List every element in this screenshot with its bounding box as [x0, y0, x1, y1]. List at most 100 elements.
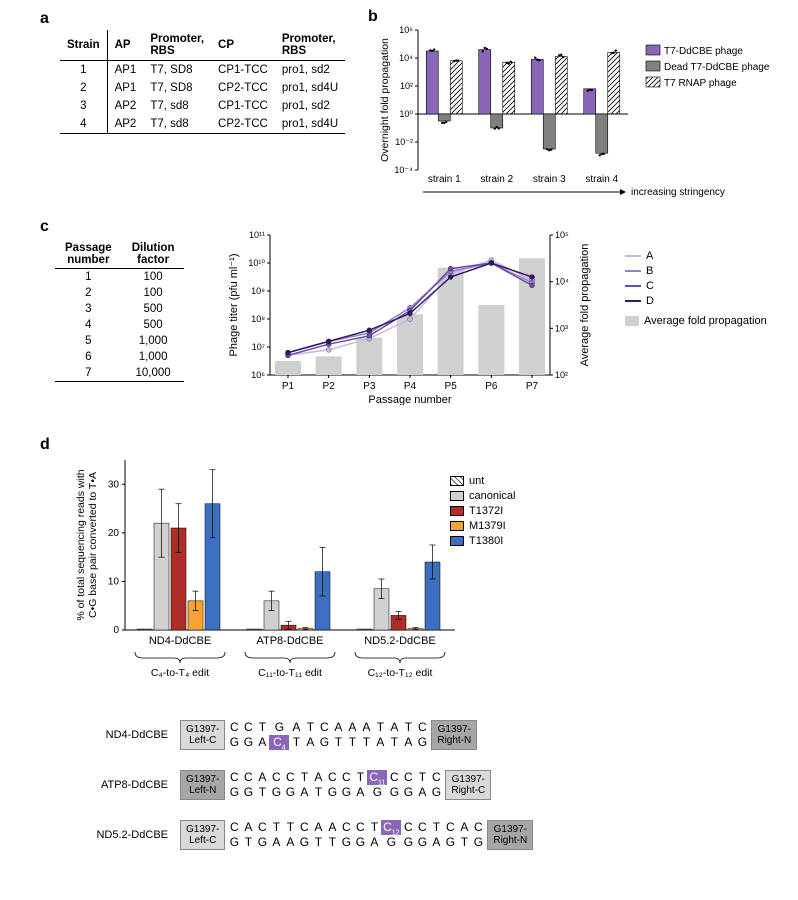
- legend-item: C: [625, 280, 767, 292]
- panel-c-table: PassagenumberDilutionfactor1100210035004…: [55, 240, 184, 382]
- panel-a-header: AP: [107, 30, 143, 61]
- sequence-letters: CCTGATCAAATATCGGAC4TAGTTTATAG: [227, 720, 429, 750]
- svg-text:C•G base pair converted to T•A: C•G base pair converted to T•A: [87, 472, 99, 618]
- panel-d-chart: 0102030% of total sequencing reads withC…: [70, 450, 490, 685]
- svg-text:Dead T7-DdCBE phage: Dead T7-DdCBE phage: [664, 62, 770, 73]
- legend-item: B: [625, 265, 767, 277]
- svg-text:10³: 10³: [555, 323, 568, 333]
- legend-item: M1379I: [450, 520, 515, 532]
- panel-c-cell: 1,000: [122, 349, 185, 365]
- panel-a-cell: pro1, sd2: [275, 61, 345, 80]
- sequence-name: ATP8-DdCBE: [80, 779, 180, 791]
- panel-a-cell: pro1, sd4U: [275, 79, 345, 97]
- tale-right: G1397-Right-C: [445, 770, 491, 800]
- panel-d-legend: untcanonicalT1372IM1379IT1380I: [450, 475, 515, 550]
- panel-a-cell: pro1, sd4U: [275, 115, 345, 134]
- svg-text:P1: P1: [282, 381, 295, 392]
- panel-a-header: Promoter,RBS: [275, 30, 345, 61]
- svg-text:10⁶: 10⁶: [399, 25, 413, 35]
- panel-label-b: b: [368, 8, 378, 26]
- svg-text:0: 0: [113, 625, 119, 636]
- sequence-row: ATP8-DdCBEG1397-Left-NCCACCTACCTC11CCTCG…: [80, 770, 491, 800]
- svg-text:10⁰: 10⁰: [399, 109, 413, 119]
- sequence-name: ND4-DdCBE: [80, 729, 180, 741]
- svg-text:P3: P3: [363, 381, 376, 392]
- panel-a-cell: AP1: [107, 79, 143, 97]
- svg-text:increasing stringency: increasing stringency: [631, 187, 725, 198]
- panel-c-header: Dilutionfactor: [122, 240, 185, 269]
- svg-text:% of total sequencing reads wi: % of total sequencing reads with: [75, 469, 87, 620]
- svg-text:C₁₂-to-T₁₂ edit: C₁₂-to-T₁₂ edit: [368, 667, 433, 679]
- legend-item: canonical: [450, 490, 515, 502]
- panel-label-d: d: [40, 436, 50, 454]
- svg-text:T7 RNAP phage: T7 RNAP phage: [664, 78, 737, 89]
- sequence-letters: CCACCTACCTC11CCTCGGTGGATGGAGGGAG: [227, 770, 443, 800]
- sequence-letters: CACTTCAACCTC12CCTCACGTGAAGTTGGAGGGAGTG: [227, 820, 485, 850]
- svg-text:20: 20: [108, 528, 120, 539]
- legend-item: D: [625, 295, 767, 307]
- panel-a-cell: T7, SD8: [143, 79, 211, 97]
- svg-text:10⁵: 10⁵: [555, 230, 569, 240]
- panel-c-cell: 3: [55, 301, 122, 317]
- tale-left: G1397-Left-C: [180, 720, 225, 750]
- legend-item: Average fold propagation: [625, 315, 767, 327]
- panel-a-cell: CP1-TCC: [211, 61, 275, 80]
- svg-text:30: 30: [108, 479, 120, 490]
- svg-text:10²: 10²: [555, 370, 568, 380]
- svg-text:P7: P7: [526, 381, 539, 392]
- panel-a-cell: AP2: [107, 97, 143, 115]
- svg-text:Phage titer (pfu ml⁻¹): Phage titer (pfu ml⁻¹): [228, 253, 240, 356]
- panel-label-c: c: [40, 218, 49, 236]
- panel-c-cell: 5: [55, 333, 122, 349]
- panel-a-cell: AP1: [107, 61, 143, 80]
- panel-c-cell: 500: [122, 317, 185, 333]
- panel-a-cell: 3: [60, 97, 107, 115]
- panel-a-cell: CP1-TCC: [211, 97, 275, 115]
- panel-label-a: a: [40, 10, 49, 28]
- panel-a-cell: 2: [60, 79, 107, 97]
- panel-a-cell: CP2-TCC: [211, 79, 275, 97]
- svg-text:ATP8-DdCBE: ATP8-DdCBE: [256, 635, 323, 647]
- svg-text:10⁷: 10⁷: [252, 342, 265, 352]
- svg-text:C₁₁-to-T₁₁ edit: C₁₁-to-T₁₁ edit: [258, 667, 322, 679]
- svg-text:10⁴: 10⁴: [555, 277, 569, 287]
- panel-c-cell: 1: [55, 269, 122, 286]
- panel-a-header: Promoter,RBS: [143, 30, 211, 61]
- panel-c-cell: 500: [122, 301, 185, 317]
- sequence-name: ND5.2-DdCBE: [80, 829, 180, 841]
- svg-text:P4: P4: [404, 381, 417, 392]
- svg-text:10⁹: 10⁹: [251, 286, 265, 296]
- panel-c-header: Passagenumber: [55, 240, 122, 269]
- svg-text:Passage number: Passage number: [368, 394, 451, 405]
- tale-right: G1397-Right-N: [487, 820, 533, 850]
- svg-text:strain 4: strain 4: [585, 174, 618, 185]
- svg-text:10⁴: 10⁴: [399, 53, 413, 63]
- tale-right: G1397-Right-N: [431, 720, 477, 750]
- panel-a-cell: T7, sd8: [143, 115, 211, 134]
- svg-text:P2: P2: [323, 381, 336, 392]
- sequence-row: ND5.2-DdCBEG1397-Left-CCACTTCAACCTC12CCT…: [80, 820, 533, 850]
- panel-a-cell: T7, SD8: [143, 61, 211, 80]
- svg-text:Overnight fold propagation: Overnight fold propagation: [380, 38, 391, 162]
- svg-text:10¹¹: 10¹¹: [249, 230, 265, 240]
- svg-text:10⁸: 10⁸: [251, 314, 265, 324]
- panel-a-cell: 4: [60, 115, 107, 134]
- svg-text:strain 1: strain 1: [428, 174, 461, 185]
- legend-item: unt: [450, 475, 515, 487]
- legend-item: T1380I: [450, 535, 515, 547]
- svg-text:ND5.2-DdCBE: ND5.2-DdCBE: [364, 635, 436, 647]
- panel-c-cell: 6: [55, 349, 122, 365]
- svg-text:Average fold propagation: Average fold propagation: [579, 244, 591, 367]
- panel-a-cell: 1: [60, 61, 107, 80]
- panel-c-legend: ABCD Average fold propagation: [625, 250, 767, 330]
- svg-text:C₄-to-T₄ edit: C₄-to-T₄ edit: [151, 667, 209, 679]
- svg-text:ND4-DdCBE: ND4-DdCBE: [149, 635, 211, 647]
- tale-left: G1397-Left-C: [180, 820, 225, 850]
- legend-item: A: [625, 250, 767, 262]
- svg-text:T7-DdCBE phage: T7-DdCBE phage: [664, 46, 743, 57]
- panel-c-cell: 7: [55, 365, 122, 382]
- svg-text:P5: P5: [445, 381, 458, 392]
- panel-a-header: Strain: [60, 30, 107, 61]
- svg-text:strain 3: strain 3: [533, 174, 566, 185]
- panel-c-cell: 4: [55, 317, 122, 333]
